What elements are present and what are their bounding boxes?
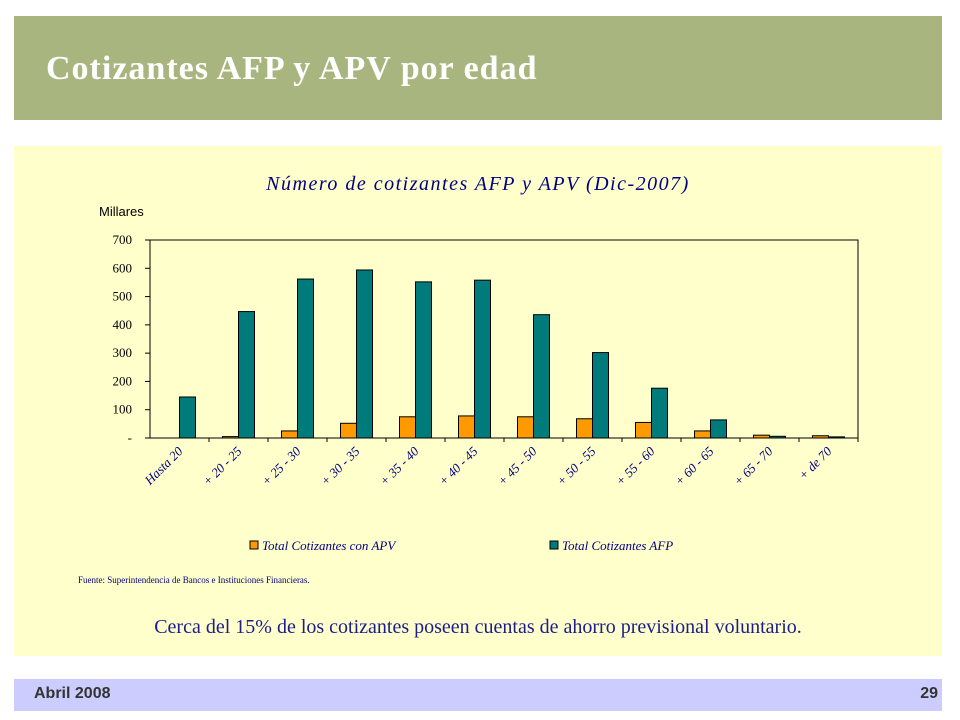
y-tick-label: 200 (113, 373, 133, 388)
page-number: 29 (920, 685, 938, 702)
bar-apv (753, 434, 770, 439)
x-tick-label: + de 70 (795, 443, 835, 483)
slide-note: Cerca del 15% de los cotizantes poseen c… (154, 616, 802, 638)
legend-label-apv: Total Cotizantes con APV (262, 538, 397, 553)
bar-apv (694, 430, 711, 439)
bar-afp (415, 281, 432, 439)
y-tick-label: 500 (113, 289, 133, 304)
bar-apv (399, 416, 416, 439)
x-tick-label: Hasta 20 (141, 443, 186, 488)
title-bar: Cotizantes AFP y APV por edad (14, 16, 942, 120)
y-tick-label: 100 (113, 402, 133, 417)
bar-apv (812, 435, 829, 439)
x-tick-label: + 20 - 25 (199, 443, 245, 489)
bar-apv (222, 436, 239, 439)
bar-afp (769, 435, 786, 439)
bar-apv (281, 430, 298, 439)
bar-afp (828, 436, 845, 439)
footer-date: Abril 2008 (34, 685, 111, 702)
chart-title: Número de cotizantes AFP y APV (Dic-2007… (265, 173, 690, 195)
slide-title: Cotizantes AFP y APV por edad (46, 50, 538, 87)
x-tick-label: + 50 - 55 (553, 443, 599, 489)
legend-swatch-apv (249, 540, 259, 550)
y-unit-label: Millares (99, 204, 144, 219)
y-tick-label: 300 (113, 345, 133, 360)
x-tick-label: + 40 - 45 (435, 443, 481, 489)
legend-swatch-afp (549, 540, 559, 550)
bar-chart: Número de cotizantes AFP y APV (Dic-2007… (78, 173, 859, 585)
x-tick-label: + 65 - 70 (730, 443, 776, 489)
chart-panel: Número de cotizantes AFP y APV (Dic-2007… (14, 146, 942, 656)
legend-label-afp: Total Cotizantes AFP (562, 538, 673, 553)
x-tick-label: + 45 - 50 (494, 443, 540, 489)
bar-apv (635, 421, 652, 439)
y-tick-label: 600 (113, 260, 133, 275)
bar-afp (651, 387, 668, 439)
bar-apv (576, 418, 593, 439)
x-tick-label: + 55 - 60 (612, 443, 658, 489)
x-tick-label: + 35 - 40 (376, 443, 422, 489)
y-tick-label: - (128, 430, 132, 445)
bar-afp (238, 311, 255, 439)
chart-source: Fuente: Superintendencia de Bancos e Ins… (78, 575, 310, 585)
bar-afp (592, 352, 609, 439)
x-tick-label: + 30 - 35 (317, 443, 363, 489)
y-tick-label: 700 (113, 232, 133, 247)
plot-area (149, 239, 859, 439)
bar-afp (297, 278, 314, 439)
bar-apv (340, 422, 357, 439)
bar-afp (356, 269, 373, 439)
bar-apv (458, 415, 475, 439)
bar-afp (710, 419, 727, 439)
x-tick-label: + 60 - 65 (671, 443, 717, 489)
bar-afp (474, 279, 491, 439)
footer-bar: Abril 2008 29 (14, 679, 942, 711)
bar-afp (533, 314, 550, 439)
y-tick-label: 400 (113, 317, 133, 332)
bar-afp (179, 396, 196, 439)
x-tick-label: + 25 - 30 (258, 443, 304, 489)
bar-apv (517, 416, 534, 439)
